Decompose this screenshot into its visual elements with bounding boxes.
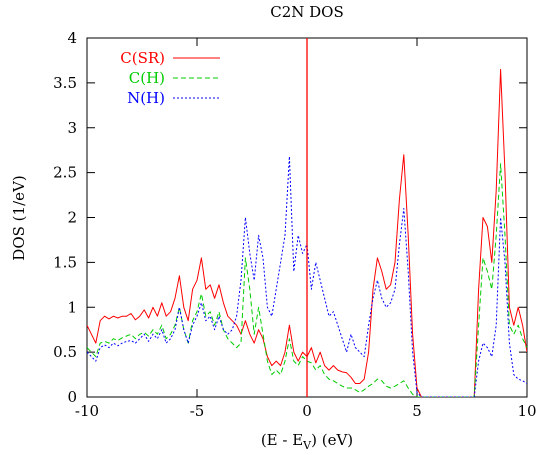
y-axis-title: DOS (1/eV) (10, 175, 28, 260)
y-tick-label: 0 (67, 388, 77, 406)
legend-label: N(H) (127, 89, 165, 107)
y-tick-label: 2.5 (53, 164, 77, 182)
y-tick-label: 4 (67, 29, 77, 47)
chart-title: C2N DOS (270, 3, 344, 21)
x-axis-title: (E - EV) (eV) (261, 431, 353, 452)
y-tick-label: 1 (67, 298, 77, 316)
y-tick-label: 0.5 (53, 343, 77, 361)
y-tick-label: 3.5 (53, 74, 77, 92)
x-axis-title-tail: ) (eV) (311, 431, 353, 449)
x-axis-title-main: (E - E (261, 431, 303, 449)
x-tick-label: 0 (302, 402, 312, 420)
x-tick-label: 5 (412, 402, 422, 420)
series-line-c-h (87, 163, 527, 397)
y-tick-label: 1.5 (53, 253, 77, 271)
y-tick-label: 2 (67, 209, 77, 227)
x-tick-label: -10 (75, 402, 99, 420)
y-tick-label: 3 (67, 119, 77, 137)
series-line-c-sr (87, 68, 527, 397)
x-tick-label: -5 (190, 402, 205, 420)
series-line-n-h (87, 156, 527, 397)
legend-label: C(H) (129, 69, 165, 87)
series-group (87, 68, 527, 397)
x-tick-label: 10 (517, 402, 536, 420)
x-axis-title-subscript: V (302, 439, 312, 452)
legend-label: C(SR) (120, 49, 165, 67)
